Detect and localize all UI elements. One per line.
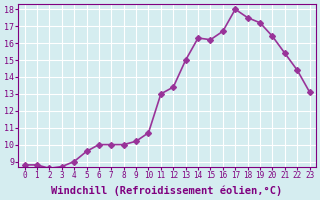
X-axis label: Windchill (Refroidissement éolien,°C): Windchill (Refroidissement éolien,°C) — [52, 185, 283, 196]
